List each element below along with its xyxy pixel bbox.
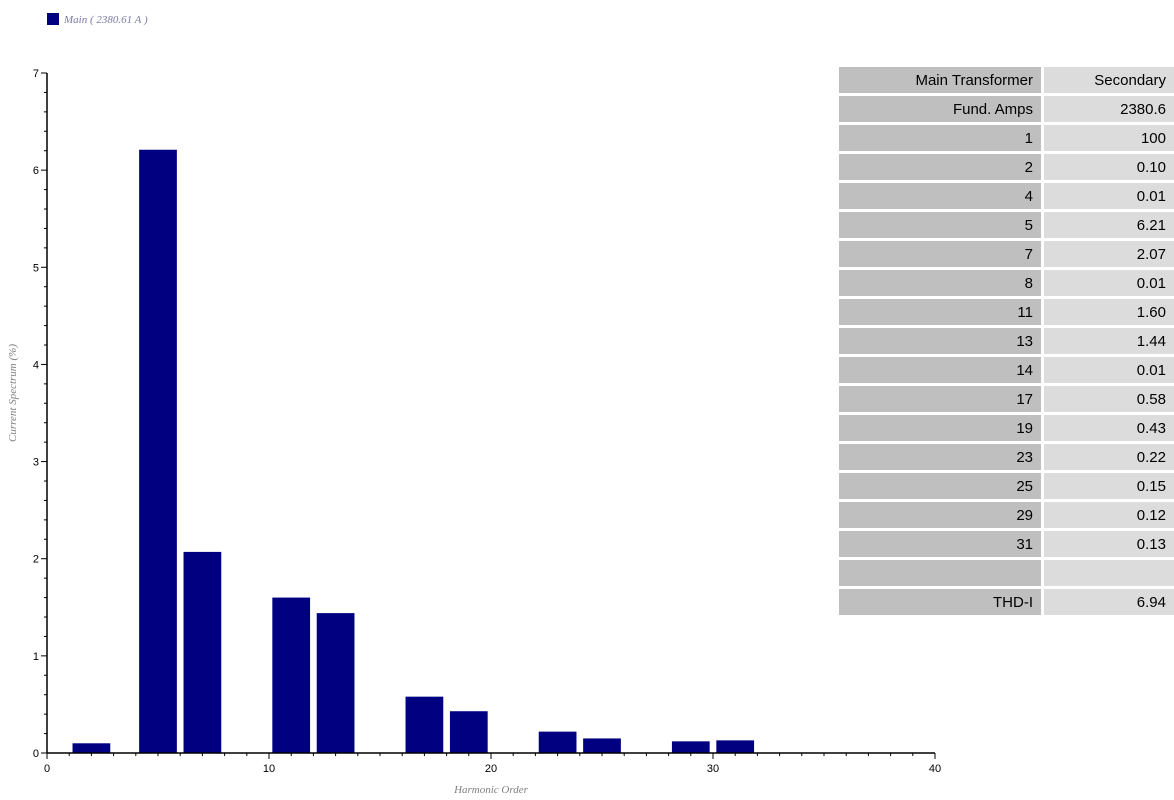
bar-harmonic-17: [406, 697, 444, 753]
table-cell-value: 0.15: [1041, 473, 1174, 502]
bar-harmonic-2: [73, 743, 111, 753]
x-tick-label: 0: [44, 763, 50, 775]
table-cell-value: [1041, 560, 1174, 589]
table-cell-label: 11: [839, 299, 1041, 328]
x-tick-label: 40: [929, 763, 941, 775]
y-tick-label: 5: [33, 262, 39, 274]
table-cell-value: 0.01: [1041, 270, 1174, 299]
bar-harmonic-29: [672, 741, 710, 753]
x-tick-label: 20: [485, 763, 497, 775]
y-tick-label: 2: [33, 554, 39, 566]
table-cell-label: 1: [839, 125, 1041, 154]
table-cell-value: 100: [1041, 125, 1174, 154]
table-cell-label: THD-I: [839, 589, 1041, 618]
table-cell-label: 17: [839, 386, 1041, 415]
table-row: 4 0.01: [839, 183, 1174, 212]
table-row: THD-I 6.94: [839, 589, 1174, 618]
table-cell-value: 0.58: [1041, 386, 1174, 415]
table-cell-value: 0.01: [1041, 357, 1174, 386]
table-row: Fund. Amps 2380.6: [839, 96, 1174, 125]
bar-harmonic-23: [539, 732, 577, 753]
table-cell-label: Fund. Amps: [839, 96, 1041, 125]
table-row: 5 6.21: [839, 212, 1174, 241]
table-cell-label: 23: [839, 444, 1041, 473]
chart-legend: Main ( 2380.61 A ): [47, 13, 148, 26]
table-row: 29 0.12: [839, 502, 1174, 531]
legend-swatch: [47, 13, 59, 25]
table-cell-label: 14: [839, 357, 1041, 386]
table-cell-value: 0.43: [1041, 415, 1174, 444]
x-tick-label: 30: [707, 763, 719, 775]
table-cell-value: 1.44: [1041, 328, 1174, 357]
table-cell-value: 0.12: [1041, 502, 1174, 531]
bars-group: [73, 150, 755, 753]
table-row: 17 0.58: [839, 386, 1174, 415]
table-cell-label: 29: [839, 502, 1041, 531]
table-row: 19 0.43: [839, 415, 1174, 444]
table-cell-value: 6.94: [1041, 589, 1174, 618]
table-row: 25 0.15: [839, 473, 1174, 502]
bar-harmonic-25: [583, 738, 621, 753]
bar-harmonic-11: [272, 598, 310, 753]
table-row: 1 100: [839, 125, 1174, 154]
harmonics-table: Main Transformer Secondary Fund. Amps 2380.…: [839, 67, 1174, 618]
table-cell-label: 25: [839, 473, 1041, 502]
y-tick-label: 7: [33, 68, 39, 80]
table-row: [839, 560, 1174, 589]
table-cell-value: 6.21: [1041, 212, 1174, 241]
table-row: 31 0.13: [839, 531, 1174, 560]
table-row: 2 0.10: [839, 154, 1174, 183]
table-row: 7 2.07: [839, 241, 1174, 270]
bar-harmonic-13: [317, 613, 355, 753]
x-axis-title: Harmonic Order: [453, 784, 529, 796]
y-tick-label: 6: [33, 165, 39, 177]
table-row: 13 1.44: [839, 328, 1174, 357]
bar-harmonic-7: [184, 552, 222, 753]
table-cell-label: 13: [839, 328, 1041, 357]
table-row: 11 1.60: [839, 299, 1174, 328]
table-cell-value: 2.07: [1041, 241, 1174, 270]
table-cell-label: 5: [839, 212, 1041, 241]
bar-harmonic-19: [450, 711, 488, 753]
table-row: 23 0.22: [839, 444, 1174, 473]
y-tick-label: 0: [33, 748, 39, 760]
table-row: 14 0.01: [839, 357, 1174, 386]
bar-harmonic-5: [139, 150, 177, 753]
legend-label: Main ( 2380.61 A ): [63, 14, 148, 26]
table-cell-value: 1.60: [1041, 299, 1174, 328]
table-cell-value: 0.22: [1041, 444, 1174, 473]
y-axis-title: Current Spectrum (%): [7, 344, 19, 442]
table-cell-label: 7: [839, 241, 1041, 270]
x-tick-label: 10: [263, 763, 275, 775]
table-cell-label: 19: [839, 415, 1041, 444]
table-cell-value: 0.13: [1041, 531, 1174, 560]
bar-harmonic-31: [716, 740, 754, 753]
y-tick-label: 4: [33, 359, 39, 371]
harmonic-bar-chart: Main ( 2380.61 A ) 0 10 20 30 40 0 1 2 3 4 5 6 7 Cur…: [0, 0, 960, 800]
table-cell-label: 2: [839, 154, 1041, 183]
table-cell-value: 0.10: [1041, 154, 1174, 183]
table-cell-label: 4: [839, 183, 1041, 212]
y-tick-label: 1: [33, 651, 39, 663]
table-cell-value: 2380.6: [1041, 96, 1174, 125]
table-header-value: Secondary: [1041, 67, 1174, 96]
table-header-row: Main Transformer Secondary: [839, 67, 1174, 96]
table-header-label: Main Transformer: [839, 67, 1041, 96]
table-cell-label: [839, 560, 1041, 589]
y-tick-label: 3: [33, 457, 39, 469]
table-cell-value: 0.01: [1041, 183, 1174, 212]
table-cell-label: 8: [839, 270, 1041, 299]
table-cell-label: 31: [839, 531, 1041, 560]
table-row: 8 0.01: [839, 270, 1174, 299]
